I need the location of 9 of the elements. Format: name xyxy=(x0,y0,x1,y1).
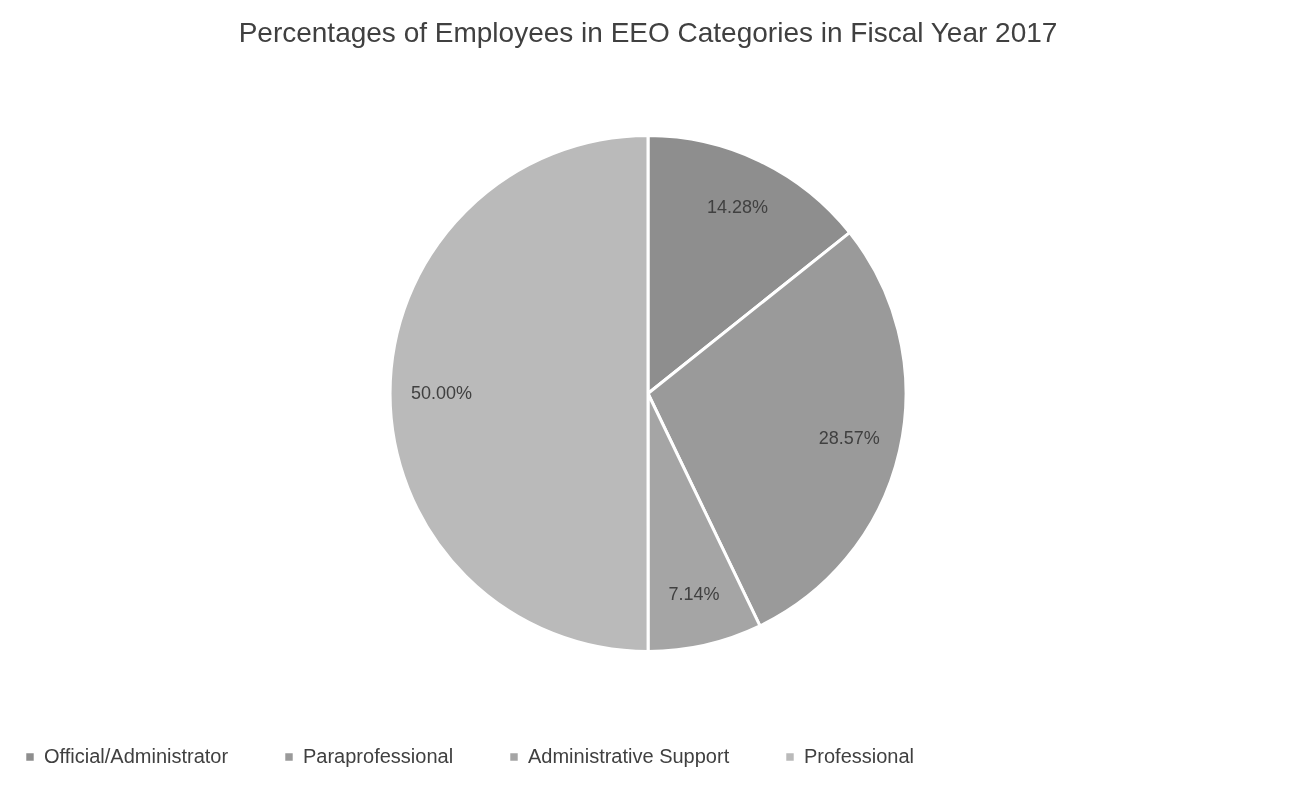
data-label: 7.14% xyxy=(668,583,720,604)
data-label: 14.28% xyxy=(707,196,769,217)
legend-label: Professional xyxy=(804,745,915,767)
legend-label: Official/Administrator xyxy=(44,745,229,767)
legend-label: Administrative Support xyxy=(528,745,730,767)
chart-title: Percentages of Employees in EEO Categories in Fiscal Year 2017 xyxy=(238,17,1058,48)
data-label: 28.57% xyxy=(818,428,880,449)
data-label: 50.00% xyxy=(411,382,473,403)
legend-label: Paraprofessional xyxy=(303,745,454,767)
